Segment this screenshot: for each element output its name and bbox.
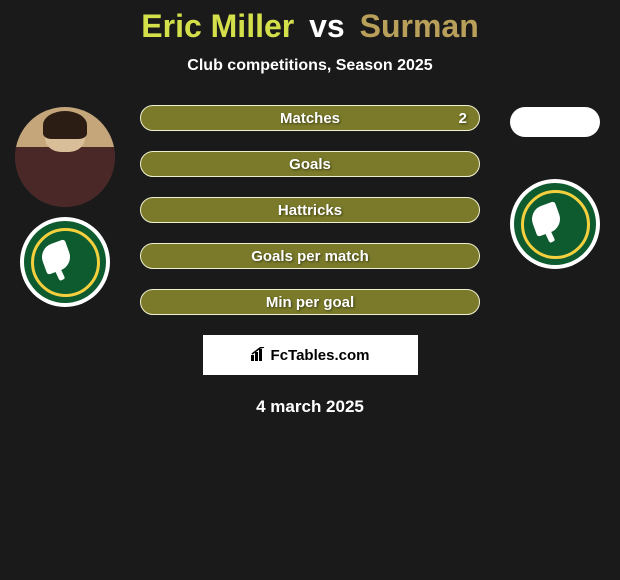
player1-name: Eric Miller (141, 8, 294, 44)
date-text: 4 march 2025 (256, 397, 364, 417)
team-logo-icon (514, 183, 596, 265)
main-area: Matches 2 Goals Hattricks Goals per matc… (0, 105, 620, 315)
stat-label: Goals per match (251, 248, 369, 265)
player2-name: Surman (360, 8, 479, 44)
stat-matches: Matches 2 (140, 105, 480, 131)
left-column (10, 105, 120, 307)
axe-icon (40, 237, 90, 287)
stat-bars: Matches 2 Goals Hattricks Goals per matc… (140, 105, 480, 315)
player2-placeholder (510, 107, 600, 137)
player-photo-icon (15, 107, 115, 207)
axe-icon (530, 199, 580, 249)
player1-avatar (15, 107, 115, 207)
vs-text: vs (309, 8, 345, 44)
stat-hattricks: Hattricks (140, 197, 480, 223)
brand-text: FcTables.com (271, 347, 370, 364)
chart-icon (251, 347, 267, 364)
stat-label: Goals (289, 156, 331, 173)
subtitle: Club competitions, Season 2025 (187, 57, 432, 75)
stat-val2: 2 (459, 110, 467, 127)
player2-team-logo (510, 179, 600, 269)
stat-min-per-goal: Min per goal (140, 289, 480, 315)
stat-label: Min per goal (266, 294, 354, 311)
stat-label: Hattricks (278, 202, 342, 219)
infographic-container: Eric Miller vs Surman Club competitions,… (0, 0, 620, 580)
team-logo-icon (24, 221, 106, 303)
player1-team-logo (20, 217, 110, 307)
right-column (500, 105, 610, 269)
stat-goals-per-match: Goals per match (140, 243, 480, 269)
brand-badge: FcTables.com (203, 335, 418, 375)
stat-label: Matches (280, 110, 340, 127)
page-title: Eric Miller vs Surman (141, 8, 478, 45)
stat-goals: Goals (140, 151, 480, 177)
